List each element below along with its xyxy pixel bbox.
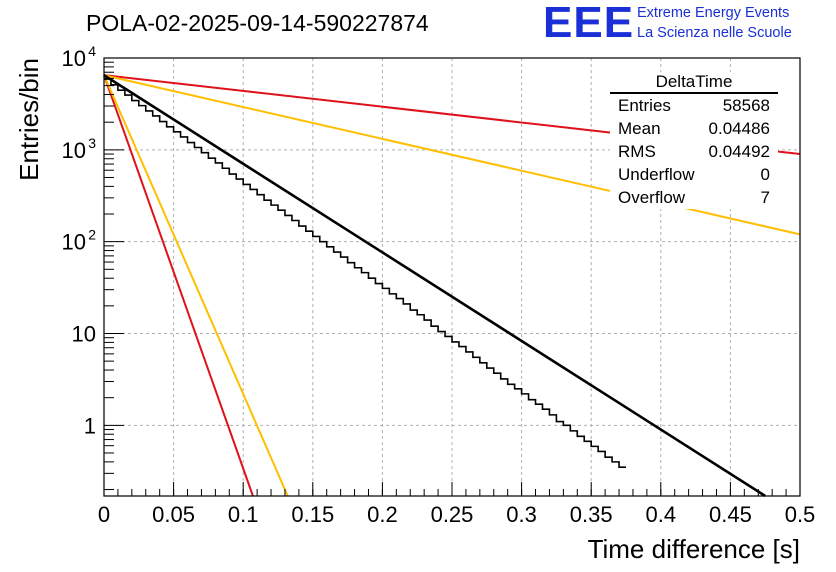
x-axis-title: Time difference [s]	[588, 534, 800, 564]
x-tick-label: 0.35	[570, 502, 613, 527]
stats-title: DeltaTime	[610, 72, 778, 94]
stats-value: 58568	[722, 96, 770, 115]
stats-label: Overflow	[618, 188, 686, 207]
x-tick-label: 0.45	[709, 502, 752, 527]
x-tick-label: 0.05	[152, 502, 195, 527]
exponential-fit-curve	[103, 74, 766, 498]
reference-decay-fast-curve	[103, 74, 254, 497]
stats-value: 7	[760, 188, 770, 207]
histogram-steps	[104, 78, 626, 468]
axis-labels: 0 0.05 0.1 0.15 0.2 0.25 0.3 0.35 0.4 0.45 0.5 1 10 1…	[14, 43, 815, 564]
axis-ticks	[103, 57, 801, 496]
chart-title: POLA-02-2025-09-14-590227874	[86, 10, 429, 36]
x-tick-label: 0.15	[291, 502, 334, 527]
logo-line-1: Extreme Energy Events	[637, 5, 790, 21]
x-tick-label: 0.25	[431, 502, 474, 527]
y-tick-label: 10	[62, 138, 86, 163]
stats-row-overflow: Overflow 7	[610, 186, 778, 209]
x-tick-label: 0.4	[646, 502, 677, 527]
stats-row-underflow: Underflow 0	[610, 163, 778, 186]
x-tick-label: 0	[98, 502, 110, 527]
y-tick-label: 1	[84, 413, 96, 438]
y-tick-label: 10	[62, 230, 86, 255]
stats-label: Underflow	[618, 165, 695, 184]
histogram	[103, 74, 766, 498]
y-axis-title: Entries/bin	[14, 58, 44, 181]
stats-label: Entries	[618, 96, 671, 115]
stats-row-rms: RMS 0.04492	[610, 140, 778, 163]
stats-value: 0.04486	[708, 119, 770, 138]
y-tick-label: 10	[62, 46, 86, 71]
x-tick-label: 0.5	[785, 502, 816, 527]
stats-label: RMS	[618, 142, 656, 161]
eee-logo: EEE	[543, 0, 635, 47]
y-tick-exponent: 4	[88, 43, 96, 59]
x-tick-label: 0.2	[367, 502, 398, 527]
y-tick-exponent: 3	[88, 135, 96, 151]
y-tick-exponent: 2	[88, 227, 96, 243]
stats-label: Mean	[618, 119, 661, 138]
stats-box: DeltaTime Entries 58568 Mean 0.04486 RMS…	[610, 72, 778, 209]
stats-value: 0.04492	[708, 142, 770, 161]
logo-line-2: La Scienza nelle Scuole	[637, 25, 792, 41]
x-tick-label: 0.3	[506, 502, 537, 527]
reference-decay-fast-alt--curve	[103, 74, 289, 497]
x-tick-label: 0.1	[228, 502, 259, 527]
stats-row-mean: Mean 0.04486	[610, 117, 778, 140]
stats-value: 0	[760, 165, 770, 184]
stats-row-entries: Entries 58568	[610, 94, 778, 117]
y-tick-label: 10	[72, 321, 96, 346]
